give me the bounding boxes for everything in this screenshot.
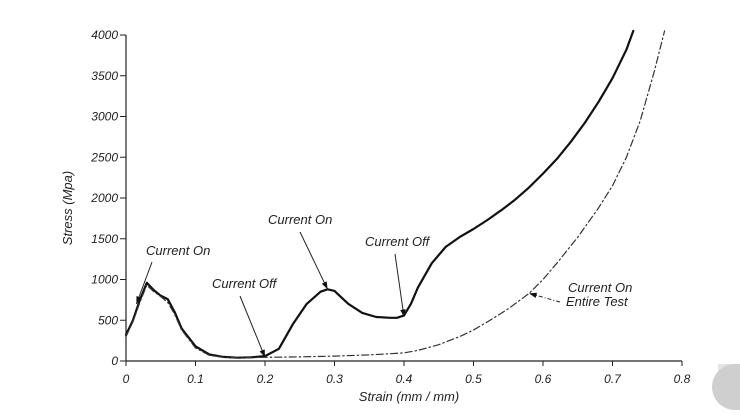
- annotation-label: Current On: [268, 212, 332, 227]
- annotation-arrowhead: [400, 309, 406, 317]
- annotation: Current On: [268, 212, 332, 290]
- y-tick-label: 3000: [91, 110, 118, 124]
- annotation: Current Off: [365, 234, 431, 318]
- x-axis-label: Strain (mm / mm): [359, 389, 459, 404]
- y-tick-label: 1500: [91, 232, 118, 246]
- annotation-arrowhead: [259, 349, 265, 358]
- annotation: Current Off: [212, 276, 278, 358]
- annotation-label-line2: Entire Test: [566, 294, 629, 309]
- annotation-arrowhead: [529, 292, 538, 299]
- x-tick-label: 0.2: [257, 372, 274, 386]
- annotation-leader: [299, 231, 329, 290]
- annotation-arrowhead: [321, 281, 328, 290]
- x-tick-label: 0.7: [604, 372, 622, 386]
- series-line-current-switched: [124, 29, 635, 359]
- y-tick-label: 3500: [91, 69, 118, 83]
- y-tick-label: 1000: [91, 273, 118, 287]
- annotation-arrowhead: [136, 295, 142, 304]
- annotation-label: Current Off: [212, 276, 278, 291]
- annotation-leader: [239, 295, 266, 358]
- x-tick-label: 0.5: [465, 372, 482, 386]
- x-tick-label: 0.4: [396, 372, 413, 386]
- annotation-label: Current On: [146, 243, 210, 258]
- x-tick-label: 0: [123, 372, 130, 386]
- y-tick-label: 2000: [90, 191, 118, 205]
- x-tick-label: 0.8: [674, 372, 691, 386]
- x-tick-label: 0.6: [535, 372, 552, 386]
- annotation-label: Current On: [568, 280, 632, 295]
- y-tick-label: 2500: [90, 150, 118, 164]
- x-tick-label: 0.3: [326, 372, 343, 386]
- y-axis-label: Stress (Mpa): [60, 171, 75, 245]
- y-tick-label: 4000: [91, 28, 118, 42]
- series-line-current-on-entire-test: [125, 30, 666, 359]
- y-tick-label: 500: [98, 313, 118, 327]
- y-tick-label: 0: [111, 354, 118, 368]
- annotation-leader: [394, 253, 405, 318]
- x-tick-label: 0.1: [187, 372, 204, 386]
- annotation: Current On: [135, 243, 210, 305]
- annotation-label: Current Off: [365, 234, 431, 249]
